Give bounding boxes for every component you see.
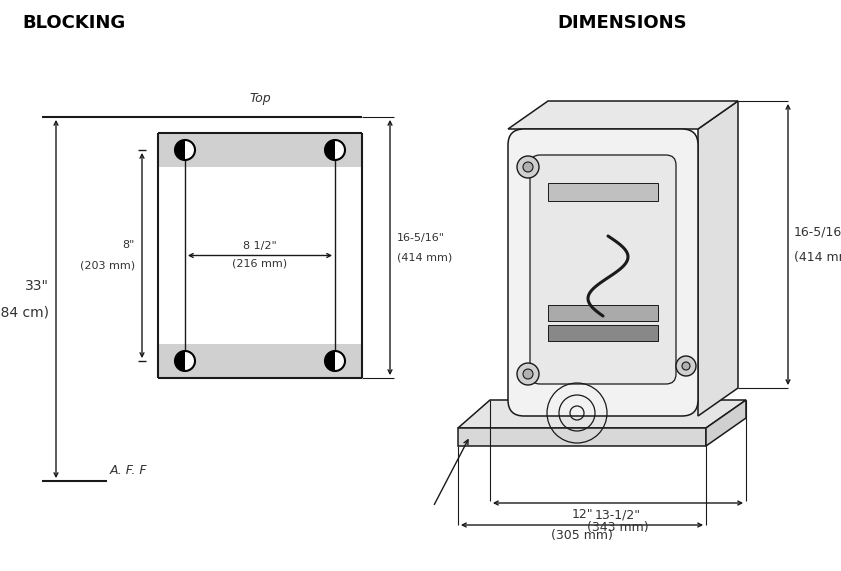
Wedge shape — [185, 140, 195, 160]
Circle shape — [676, 356, 696, 376]
Text: 13-1/2": 13-1/2" — [595, 509, 641, 522]
Polygon shape — [458, 428, 706, 446]
Text: BLOCKING: BLOCKING — [22, 14, 125, 32]
FancyBboxPatch shape — [508, 129, 698, 416]
Circle shape — [523, 162, 533, 172]
Bar — [158, 133, 362, 167]
Text: (203 mm): (203 mm) — [80, 260, 135, 271]
Wedge shape — [335, 351, 345, 371]
Wedge shape — [325, 351, 335, 371]
Text: (414 mm): (414 mm) — [397, 252, 452, 263]
Text: (305 mm): (305 mm) — [551, 529, 613, 542]
Wedge shape — [325, 140, 335, 160]
Text: 16-5/16": 16-5/16" — [397, 232, 445, 243]
Text: 33": 33" — [25, 279, 49, 293]
Wedge shape — [185, 351, 195, 371]
Text: 16-5/16": 16-5/16" — [794, 226, 841, 239]
Polygon shape — [508, 101, 738, 129]
Wedge shape — [175, 351, 185, 371]
Text: 8": 8" — [123, 240, 135, 251]
Text: Top: Top — [249, 92, 271, 105]
Text: A. F. F: A. F. F — [110, 464, 148, 477]
Circle shape — [523, 369, 533, 379]
Polygon shape — [706, 400, 746, 446]
Text: (414 mm): (414 mm) — [794, 251, 841, 263]
Polygon shape — [458, 400, 746, 428]
Circle shape — [682, 362, 690, 370]
Bar — [548, 325, 658, 341]
Circle shape — [517, 363, 539, 385]
Text: (343 mm): (343 mm) — [587, 521, 648, 534]
Bar — [548, 305, 658, 321]
Bar — [158, 344, 362, 378]
Text: (84 cm): (84 cm) — [0, 305, 49, 319]
Text: 8 1/2": 8 1/2" — [243, 242, 277, 251]
Wedge shape — [335, 140, 345, 160]
Polygon shape — [698, 101, 738, 416]
Text: 12": 12" — [571, 508, 593, 521]
Bar — [548, 183, 658, 201]
FancyBboxPatch shape — [530, 155, 676, 384]
Wedge shape — [175, 140, 185, 160]
Text: (216 mm): (216 mm) — [232, 259, 288, 268]
Text: DIMENSIONS: DIMENSIONS — [558, 14, 687, 32]
Circle shape — [517, 156, 539, 178]
